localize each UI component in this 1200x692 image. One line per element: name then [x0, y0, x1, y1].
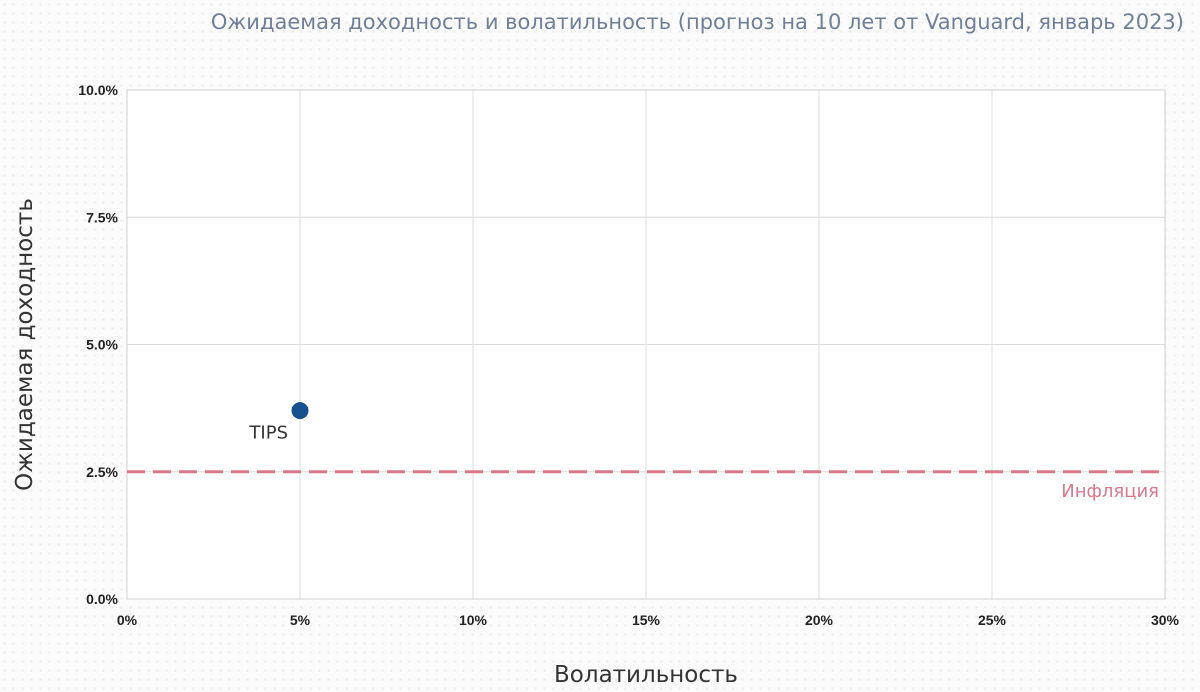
data-point	[291, 402, 309, 420]
data-points: TIPS	[248, 402, 309, 444]
x-tick-label: 15%	[632, 612, 661, 628]
y-axis-title: Ожидаемая доходность	[12, 198, 38, 491]
x-tick-label: 10%	[459, 612, 488, 628]
x-axis-title: Волатильность	[554, 662, 738, 688]
tick-labels: 0% 5% 10% 15% 20% 25% 30% 0.0% 2.5% 5.0% 7.5% 10.0%	[78, 82, 1179, 628]
plot-border	[126, 89, 1166, 600]
data-point-label: TIPS	[248, 423, 288, 444]
x-tick-label: 0%	[117, 612, 138, 628]
y-tick-label: 0.0%	[86, 591, 118, 607]
x-tick-label: 20%	[805, 612, 834, 628]
y-tick-label: 2.5%	[86, 464, 118, 480]
chart-title: Ожидаемая доходность и волатильность (пр…	[210, 10, 1184, 34]
y-tick-label: 7.5%	[86, 209, 118, 225]
y-tick-label: 5.0%	[86, 337, 118, 353]
x-tick-label: 5%	[290, 612, 311, 628]
y-tick-label: 10.0%	[78, 82, 118, 98]
x-tick-label: 30%	[1151, 612, 1180, 628]
x-tick-label: 25%	[978, 612, 1007, 628]
inflation-label: Инфляция	[1061, 481, 1159, 502]
reference-lines: Инфляция	[127, 470, 1165, 502]
